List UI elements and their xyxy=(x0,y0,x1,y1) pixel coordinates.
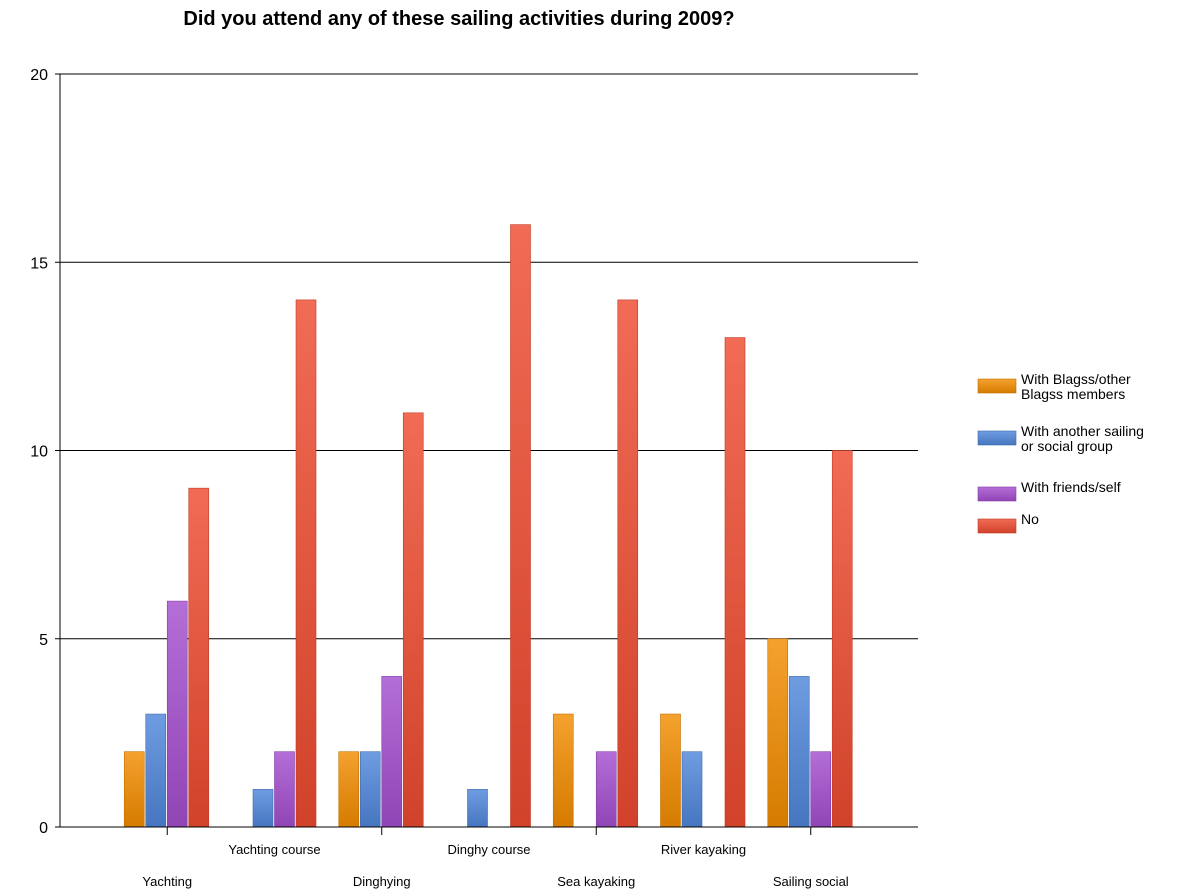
legend-swatch xyxy=(977,430,1017,446)
y-axis-ticks: 0 5 10 15 20 xyxy=(30,67,60,837)
legend-label: With another sailing or social group xyxy=(1021,423,1144,454)
x-category-label: Yachting xyxy=(142,874,192,889)
bar xyxy=(274,751,295,828)
y-tick-label: 0 xyxy=(39,820,48,837)
chart-title: Did you attend any of these sailing acti… xyxy=(183,8,735,30)
x-category-label: Yachting course xyxy=(228,842,320,857)
bar xyxy=(595,751,617,828)
bar xyxy=(359,751,381,828)
bar xyxy=(617,299,639,828)
bar xyxy=(145,713,167,828)
bar xyxy=(166,600,188,828)
bar xyxy=(788,676,810,828)
legend-swatch xyxy=(977,518,1017,534)
bar xyxy=(381,676,403,828)
legend: With Blagss/other Blagss members With anot… xyxy=(977,371,1144,534)
bar xyxy=(510,224,531,828)
legend-label: With friends/self xyxy=(1021,479,1121,495)
bar xyxy=(123,751,145,828)
bar xyxy=(295,299,317,828)
y-tick-label: 10 xyxy=(30,444,48,461)
bar xyxy=(810,751,832,828)
legend-label: With Blagss/other Blagss members xyxy=(1021,371,1131,402)
x-category-label: Dinghy course xyxy=(447,842,530,857)
bar xyxy=(767,638,789,828)
legend-swatch xyxy=(977,486,1017,502)
bar xyxy=(402,412,424,828)
x-axis-labels: Yachting Yachting course Dinghying Dinghy c… xyxy=(142,842,848,889)
bar xyxy=(724,337,746,828)
y-tick-label: 15 xyxy=(30,255,48,272)
bar xyxy=(467,789,488,828)
bar xyxy=(552,713,574,828)
x-category-label: Sea kayaking xyxy=(557,874,635,889)
x-category-label: River kayaking xyxy=(661,842,746,857)
bars xyxy=(123,224,853,828)
legend-label: No xyxy=(1021,511,1039,527)
bar xyxy=(338,751,360,828)
bar xyxy=(681,751,703,828)
bar xyxy=(188,487,210,828)
bar xyxy=(831,450,853,828)
bar xyxy=(660,713,681,828)
x-category-label: Dinghying xyxy=(353,874,411,889)
y-tick-label: 20 xyxy=(30,67,48,84)
x-category-label: Sailing social xyxy=(773,874,849,889)
y-tick-label: 5 xyxy=(39,632,48,649)
bar xyxy=(252,789,274,828)
legend-swatch xyxy=(977,378,1017,394)
